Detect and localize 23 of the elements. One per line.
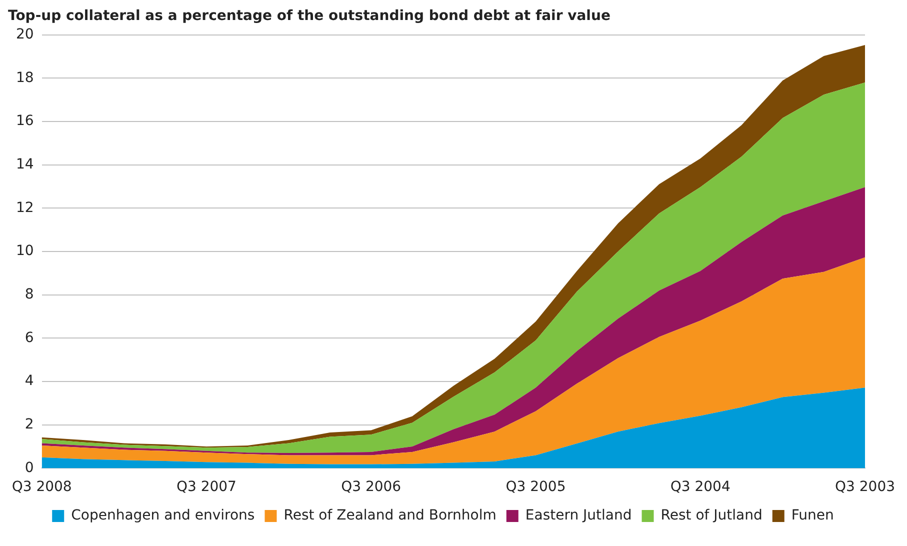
legend-label: Rest of Jutland (660, 508, 762, 524)
y-tick-label: 12 (16, 200, 34, 216)
y-tick-label: 16 (16, 113, 34, 130)
x-tick-label: Q3 2005 (506, 479, 566, 496)
y-tick-label: 0 (24, 460, 34, 476)
y-tick-label: 20 (16, 26, 34, 42)
legend-label: Rest of Zealand and Bornholm (284, 508, 496, 524)
y-tick-label: 2 (24, 416, 34, 432)
x-tick-label: Q3 2008 (12, 479, 72, 496)
x-tick-label: Q3 2004 (670, 479, 730, 496)
x-tick-label: Q3 2003 (834, 479, 896, 496)
y-tick-label: 8 (24, 286, 34, 302)
y-tick-label: 14 (16, 156, 34, 172)
y-tick-label: 6 (24, 330, 34, 346)
x-tick-label: Q3 2006 (341, 479, 402, 496)
y-tick-label: 4 (24, 373, 34, 390)
y-tick-label: 18 (16, 70, 34, 86)
chart-title: Top-up collateral as a percentage of the outstanding bond debt at fair value (8, 8, 610, 24)
y-tick-label: 10 (16, 243, 34, 260)
legend-label: Funen (791, 508, 834, 524)
legend-label: Copenhagen and environs (71, 508, 255, 524)
x-tick-label: Q3 2007 (176, 479, 236, 496)
legend-label: Eastern Jutland (525, 508, 632, 524)
